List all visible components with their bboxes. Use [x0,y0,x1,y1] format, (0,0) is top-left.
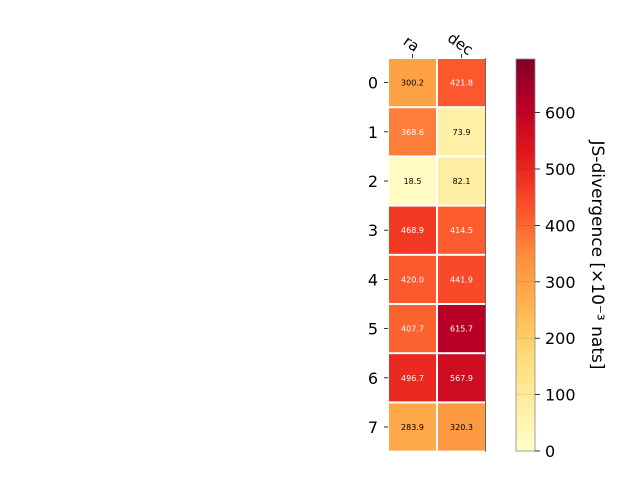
heatmap-cell [389,305,436,353]
row-label: 6 [368,369,378,388]
cell-value-label: 468.9 [401,226,424,235]
colorbar: 0 100 200 300 400 500 600 JS-divergence [×10⁻³… [515,58,607,461]
cell-value-label: 615.7 [450,325,473,334]
cell-value-label: 420.0 [401,275,424,284]
cell-value-label: 407.7 [401,325,424,334]
heatmap-cell [389,403,436,451]
heatmap-cell [389,157,436,205]
cell-value-label: 18.5 [404,177,422,186]
row-label: 7 [368,418,378,437]
colorbar-tick-label: 300 [545,273,576,292]
heatmap-cell [438,354,485,402]
colorbar-tick-label: 100 [545,386,576,405]
heatmap-cell [438,255,485,303]
heatmap-cell [389,59,436,107]
heatmap-cell [438,157,485,205]
heatmap-cell [389,108,436,156]
cell-value-label: 441.9 [450,275,473,284]
row-label: 2 [368,172,378,191]
cell-value-label: 82.1 [453,177,471,186]
heatmap-cell [389,354,436,402]
row-label: 0 [368,74,378,93]
row-label: 4 [368,270,378,289]
heatmap-cell [438,108,485,156]
cell-value-label: 320.3 [450,423,473,432]
cell-value-label: 300.2 [401,79,424,88]
heatmap-cell [438,59,485,107]
cell-value-label: 73.9 [453,128,471,137]
row-label: 1 [368,123,378,142]
row-label: 3 [368,221,378,240]
heatmap-cell [389,206,436,254]
row-label: 5 [368,320,378,339]
column-label: ra [400,32,423,56]
heatmap-cells: 300.2 421.8 368.6 73.9 18.5 82.1 468.9 414.5 420… [389,59,485,451]
colorbar-tick-label: 0 [545,442,555,461]
heatmap-cell [389,255,436,303]
colorbar-tick-label: 600 [545,104,576,123]
colorbar-label: JS-divergence [×10⁻³ nats] [587,140,607,370]
cell-value-label: 283.9 [401,423,424,432]
cell-value-label: 368.6 [401,128,424,137]
colorbar-gradient [515,58,536,452]
cell-value-label: 496.7 [401,374,424,383]
colorbar-tick-label: 400 [545,216,576,235]
column-label: dec [444,29,476,59]
heatmap-cell [438,305,485,353]
colorbar-tick-label: 200 [545,329,576,348]
heatmap-cell [438,206,485,254]
colorbar-ticks: 0 100 200 300 400 500 600 [516,104,576,461]
cell-value-label: 567.9 [450,374,473,383]
heatmap-cell [438,403,485,451]
cell-value-label: 414.5 [450,226,473,235]
cell-value-label: 421.8 [450,79,473,88]
colorbar-tick-label: 500 [545,160,576,179]
